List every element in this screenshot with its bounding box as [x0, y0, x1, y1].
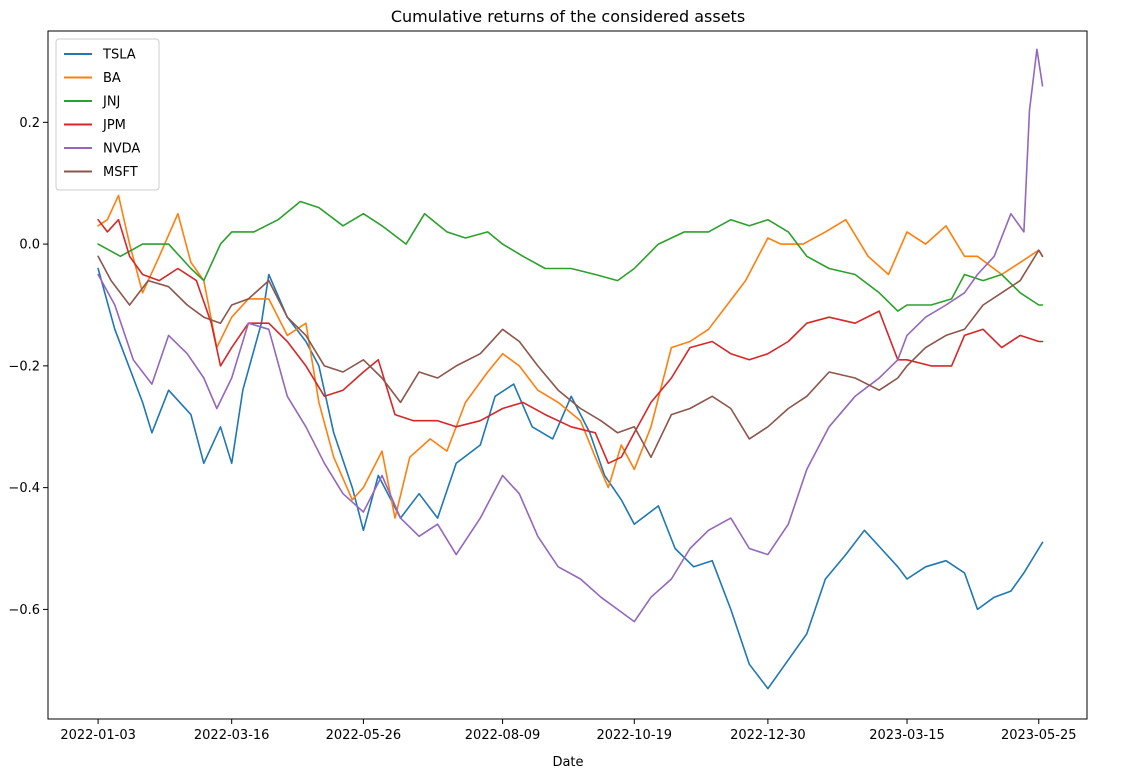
series-layer [97, 48, 1044, 690]
legend: TSLA BA JNJ JPM NVDA MSFT [55, 38, 160, 191]
series-line-msft [97, 249, 1044, 458]
series-line-jnj [97, 200, 1044, 312]
x-tick-label: 2022-05-26 [326, 728, 402, 743]
x-tick-label: 2022-10-19 [597, 728, 673, 743]
x-tick-label: 2022-03-16 [194, 728, 270, 743]
chart-title: Cumulative returns of the considered ass… [391, 7, 745, 26]
series-line-nvda [97, 48, 1044, 623]
x-tick-label: 2022-01-03 [60, 728, 136, 743]
legend-label-msft: MSFT [103, 165, 138, 180]
x-tick-label: 2022-12-30 [730, 728, 806, 743]
y-tick-label: 0.0 [19, 238, 40, 253]
y-tick-label: −0.6 [8, 603, 40, 618]
legend-label-ba: BA [103, 71, 121, 86]
series-line-ba [97, 194, 1044, 519]
y-tick-label: −0.2 [8, 359, 40, 374]
x-tick-label: 2022-08-09 [465, 728, 541, 743]
y-axis: 0.2 0.0 −0.2 −0.4 −0.6 [8, 116, 48, 618]
series-line-jpm [97, 218, 1044, 465]
series-line-tsla [97, 267, 1044, 690]
x-tick-label: 2023-05-25 [1001, 728, 1077, 743]
plot-frame [47, 30, 1088, 720]
x-axis: 2022-01-03 2022-03-16 2022-05-26 2022-08-09… [60, 719, 1077, 743]
x-axis-label: Date [552, 755, 583, 770]
x-tick-label: 2023-03-15 [869, 728, 945, 743]
y-tick-label: −0.4 [8, 481, 40, 496]
legend-label-nvda: NVDA [103, 142, 140, 157]
legend-label-jnj: JNJ [102, 95, 120, 110]
y-tick-label: 0.2 [19, 116, 40, 131]
legend-label-jpm: JPM [102, 118, 126, 133]
legend-label-tsla: TSLA [102, 48, 136, 63]
